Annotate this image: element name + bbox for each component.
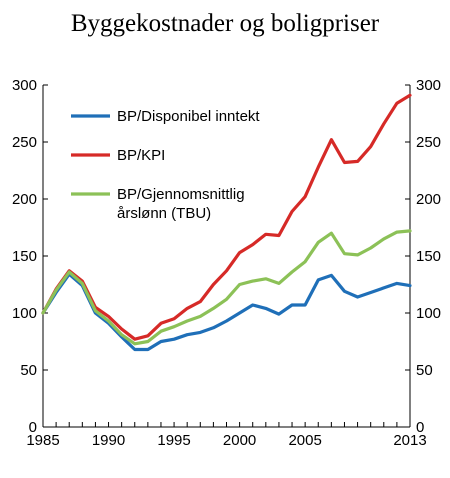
chart-title: Byggekostnader og boligpriser <box>70 10 380 37</box>
series-lines <box>41 93 412 352</box>
series-line-3 <box>41 229 412 346</box>
legend-label-1: BP/Disponibel inntekt <box>117 108 260 125</box>
axes: 0 0 50 50 100 100 150 150 200 200 250 250 300 300 1985… <box>12 77 441 449</box>
y-tick-label-right: 300 <box>416 77 441 94</box>
legend: BP/Disponibel inntekt BP/KPI BP/Gjennomsni… <box>71 108 260 222</box>
y-tick-label-right: 0 <box>416 419 424 436</box>
legend-label-3: årslønn (TBU) <box>117 205 211 222</box>
y-tick-label-right: 250 <box>416 134 441 151</box>
x-tick-label: 2013 <box>393 432 426 449</box>
y-tick-label-right: 50 <box>416 362 433 379</box>
series-line-2 <box>41 93 412 341</box>
y-tick-label-left: 300 <box>12 77 37 94</box>
y-tick-label-left: 200 <box>12 191 37 208</box>
y-tick-label-left: 100 <box>12 305 37 322</box>
x-tick-label: 2000 <box>223 432 256 449</box>
legend-label-2: BP/KPI <box>117 147 165 164</box>
y-tick-label-left: 150 <box>12 248 37 265</box>
x-tick-label: 2005 <box>288 432 321 449</box>
x-tick-label: 1995 <box>157 432 190 449</box>
y-tick-label-left: 250 <box>12 134 37 151</box>
x-tick-label: 1990 <box>92 432 125 449</box>
y-tick-label-right: 200 <box>416 191 441 208</box>
y-tick-label-left: 50 <box>20 362 37 379</box>
legend-label-3: BP/Gjennomsnittlig <box>117 186 245 203</box>
y-tick-label-right: 150 <box>416 248 441 265</box>
series-line-1 <box>41 272 412 352</box>
x-tick-label: 1985 <box>26 432 59 449</box>
y-tick-label-right: 100 <box>416 305 441 322</box>
y-tick-label-left: 0 <box>29 419 37 436</box>
